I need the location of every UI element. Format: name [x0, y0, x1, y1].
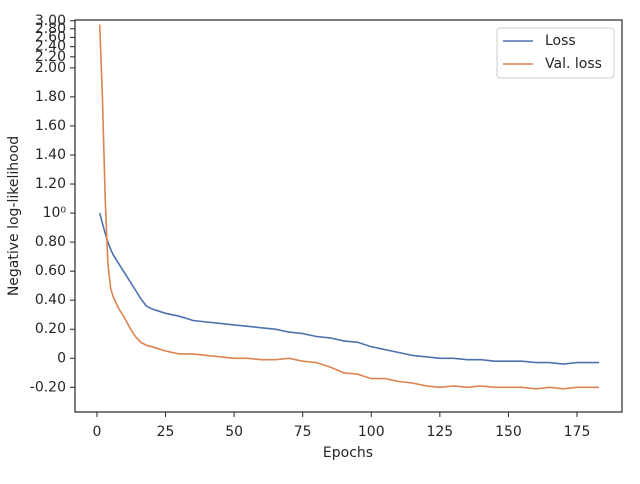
line-series: [98, 212, 599, 365]
y-tick-label: 1.40: [35, 147, 66, 163]
y-tick-label: 0.40: [35, 292, 66, 308]
x-tick-label: 50: [225, 424, 243, 440]
y-tick-label: 0.20: [35, 321, 66, 337]
x-tick-label: 0: [92, 424, 101, 440]
x-tick-label: 175: [564, 424, 591, 440]
x-tick-label: 125: [426, 424, 453, 440]
y-tick-label: 3.00: [35, 13, 66, 29]
y-tick-label: 1.60: [35, 118, 66, 134]
legend-label: Val. loss: [545, 56, 602, 72]
plot-frame: [74, 19, 623, 413]
x-tick-label: 150: [495, 424, 522, 440]
y-axis-label: Negative log-likelihood: [6, 136, 22, 296]
line-series: [98, 24, 599, 390]
y-tick-label: 1.80: [35, 89, 66, 105]
x-tick-label: 75: [294, 424, 312, 440]
y-tick-label: 0.80: [35, 234, 66, 250]
legend-label: Loss: [545, 33, 576, 49]
y-tick-label: 10⁰: [43, 205, 67, 221]
y-tick-label: -0.20: [30, 379, 66, 395]
y-tick-label: 0.60: [35, 263, 66, 279]
x-tick-label: 25: [157, 424, 175, 440]
y-tick-label: 2.80: [35, 21, 66, 37]
y-tick-label: 0: [57, 350, 66, 366]
y-tick-label: 2.20: [35, 49, 66, 65]
x-tick-label: 100: [358, 424, 385, 440]
y-tick-label: 2.60: [35, 29, 66, 45]
x-axis-label: Epochs: [323, 445, 373, 461]
y-tick-label: 1.20: [35, 176, 66, 192]
y-tick-label: 2.40: [35, 39, 66, 55]
y-tick-label: 2.00: [35, 60, 66, 76]
